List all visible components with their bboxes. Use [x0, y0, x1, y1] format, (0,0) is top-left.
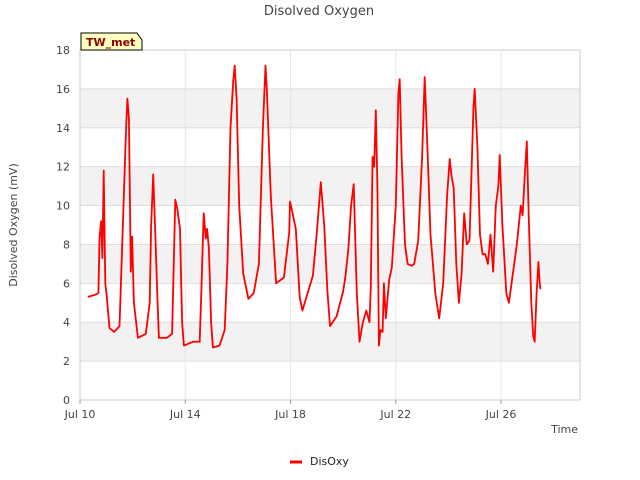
- chart-title: Disolved Oxygen: [264, 4, 374, 19]
- y-tick-label: 8: [63, 238, 70, 251]
- x-tick-label: Jul 22: [379, 408, 411, 421]
- site-badge: TW_met: [80, 32, 143, 51]
- y-tick-label: 4: [63, 316, 70, 329]
- plot-band: [80, 88, 580, 128]
- x-axis-label: Time: [550, 423, 578, 436]
- y-axis-ticks: 0 2 4 6 8 10 12 14 16 18: [56, 44, 70, 407]
- y-tick-label: 10: [56, 200, 70, 213]
- y-tick-label: 6: [63, 277, 70, 290]
- y-tick-label: 16: [56, 83, 70, 96]
- site-badge-label: TW_met: [86, 36, 135, 49]
- plot-band: [80, 244, 580, 284]
- x-axis-ticks: Jul 10 Jul 14 Jul 18 Jul 22 Jul 26: [64, 400, 517, 421]
- y-tick-label: 18: [56, 44, 70, 57]
- x-tick-label: Jul 18: [274, 408, 306, 421]
- y-tick-label: 0: [63, 394, 70, 407]
- legend: DisOxy: [290, 455, 349, 468]
- series-lines: [87, 64, 542, 349]
- y-tick-label: 14: [56, 122, 70, 135]
- legend-label-disoxy: DisOxy: [310, 455, 349, 468]
- plot-band: [80, 322, 580, 362]
- y-tick-label: 2: [63, 355, 70, 368]
- y-tick-label: 12: [56, 161, 70, 174]
- x-tick-label: Jul 14: [169, 408, 201, 421]
- plot-background: [80, 50, 580, 400]
- series-line-disoxy: [87, 64, 542, 349]
- plot-border: [79, 49, 581, 401]
- y-axis-label: Disolved Oxygen (mV): [7, 163, 20, 287]
- site-badge-shape: [80, 32, 143, 51]
- x-tick-label: Jul 10: [64, 408, 96, 421]
- x-tick-label: Jul 26: [485, 408, 517, 421]
